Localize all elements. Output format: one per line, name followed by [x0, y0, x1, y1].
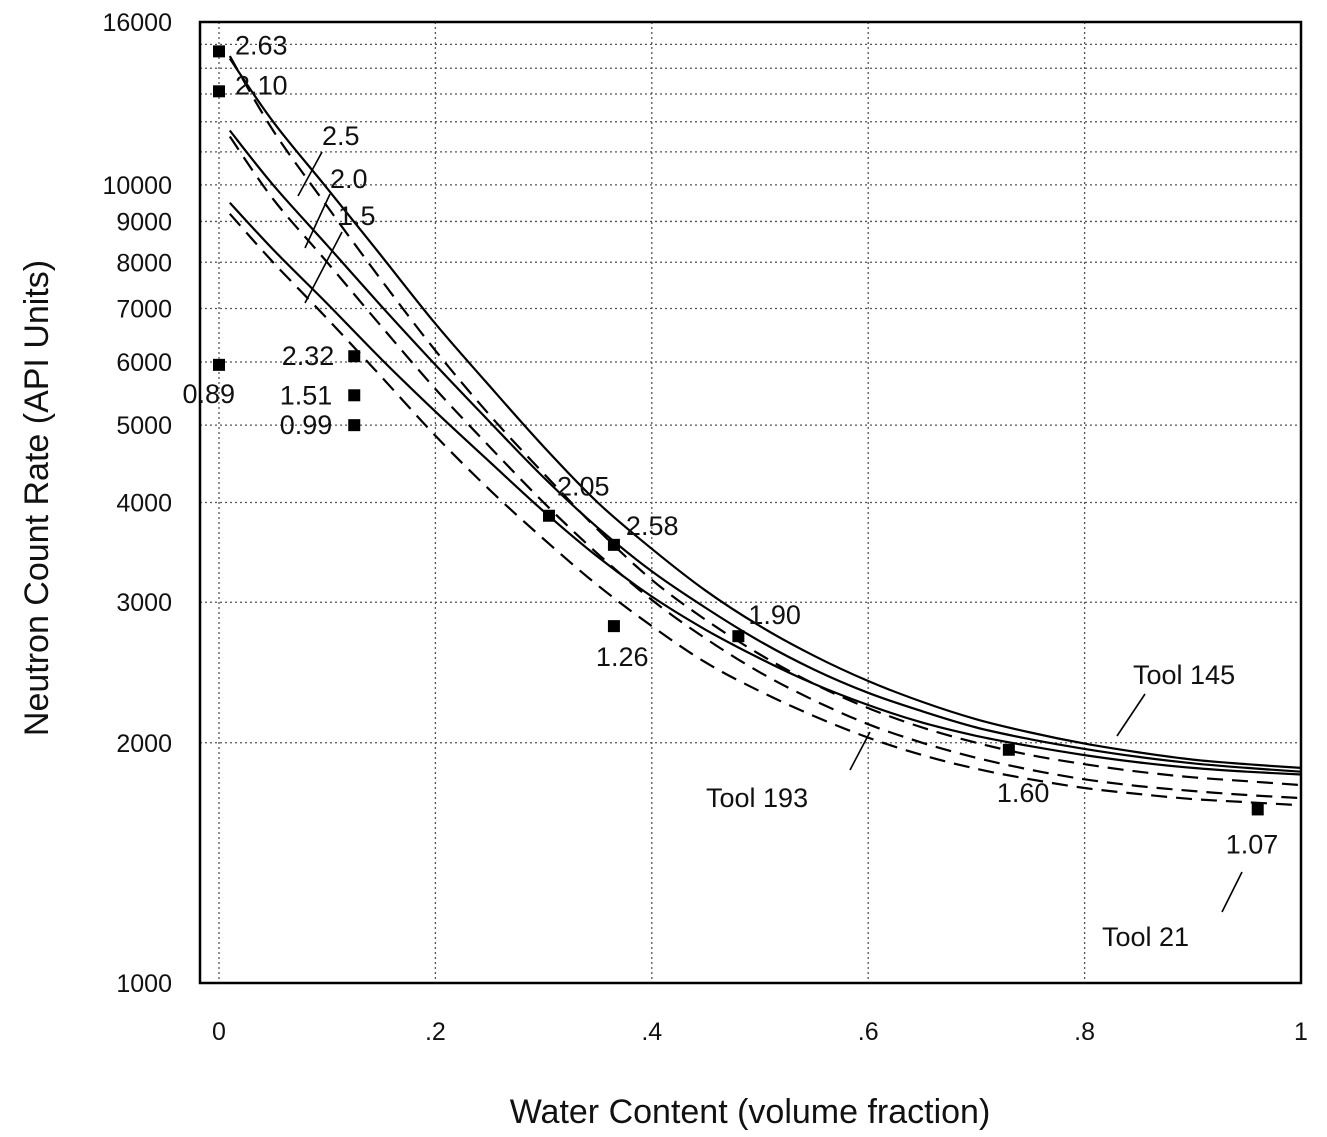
y-tick-label: 8000 — [116, 249, 172, 277]
leader-line — [1116, 693, 1146, 737]
data-point-label: 0.99 — [280, 410, 333, 440]
data-point-label: 1.26 — [596, 642, 649, 672]
data-point-label: 1.07 — [1226, 829, 1279, 859]
data-point — [348, 419, 361, 432]
y-tick-label: 1000 — [116, 970, 172, 998]
data-point — [213, 85, 225, 98]
data-points: 2.63 2.10 0.89 2.32 1.510.99 2.05 2.58 1.26 1.90… — [182, 30, 1278, 859]
y-tick-label: 9000 — [116, 208, 172, 236]
y-tick-label: 7000 — [116, 296, 172, 324]
data-point-label: 2.63 — [235, 30, 288, 60]
series-line-2.0 — [228, 129, 1302, 773]
annotation-label: 1.5 — [338, 201, 376, 231]
data-point — [732, 630, 745, 643]
tick-labels: 0 .2 .4 .6 .8 1 1000 2000 3000 4000 5000 6000 7000 80… — [102, 9, 1307, 1046]
data-point — [348, 389, 361, 402]
data-point-label: 1.90 — [748, 600, 801, 630]
data-point — [213, 45, 225, 58]
annotation-label: Tool 193 — [706, 783, 808, 813]
annotations: 2.5 2.0 1.5 Tool 145 Tool 193 Tool 21 — [322, 121, 1235, 952]
y-tick-label: 4000 — [116, 490, 172, 518]
y-tick-label: 5000 — [116, 412, 172, 440]
data-point-label: 1.51 — [280, 380, 333, 410]
y-tick-label: 3000 — [116, 589, 172, 617]
x-tick-label: 1 — [1294, 1018, 1308, 1046]
x-tick-label: .4 — [641, 1018, 662, 1046]
data-point — [1002, 743, 1015, 756]
annotation-label: 2.0 — [330, 164, 368, 194]
data-point-label: 2.58 — [626, 511, 679, 541]
x-axis-title: Water Content (volume fraction) — [510, 1093, 991, 1131]
y-tick-label: 6000 — [116, 349, 172, 377]
leader-line — [297, 151, 323, 197]
series-line-dashed-4 — [228, 135, 1302, 800]
data-point-label: 2.05 — [557, 472, 610, 502]
curves — [228, 55, 1302, 807]
annotation-label: Tool 145 — [1133, 660, 1235, 690]
y-tick-label: 2000 — [116, 730, 172, 758]
data-point-label: 2.32 — [282, 341, 335, 371]
series-line-dashed-3 — [228, 55, 1302, 787]
data-point — [543, 509, 556, 522]
annotation-label: Tool 21 — [1102, 922, 1189, 952]
leader-line — [304, 231, 343, 304]
data-point-label: 1.60 — [997, 778, 1050, 808]
x-tick-label: .8 — [1074, 1018, 1095, 1046]
x-tick-label: .2 — [425, 1018, 446, 1046]
data-point-label: 0.89 — [182, 379, 235, 409]
annotation-label: 2.5 — [322, 121, 360, 151]
data-point — [348, 350, 361, 363]
series-line-1.5 — [228, 201, 1302, 776]
plot-frame — [198, 20, 1303, 985]
leader-line — [1221, 871, 1243, 913]
series-line-dashed-5 — [228, 213, 1302, 807]
leader-line — [849, 731, 871, 771]
y-tick-label: 10000 — [102, 172, 172, 200]
data-point — [1251, 803, 1264, 816]
data-point — [607, 620, 620, 633]
x-tick-label: .6 — [858, 1018, 879, 1046]
data-point-label: 2.10 — [235, 70, 288, 100]
leader-lines — [297, 151, 1243, 913]
leader-line — [304, 193, 331, 249]
y-axis-title: Neutron Count Rate (API Units) — [18, 260, 56, 736]
series-line-2.5 — [228, 57, 1302, 769]
x-tick-label: 0 — [212, 1018, 226, 1046]
data-point — [213, 358, 225, 371]
y-tick-label: 16000 — [102, 9, 172, 37]
grid — [200, 22, 1301, 983]
data-point — [607, 538, 620, 551]
